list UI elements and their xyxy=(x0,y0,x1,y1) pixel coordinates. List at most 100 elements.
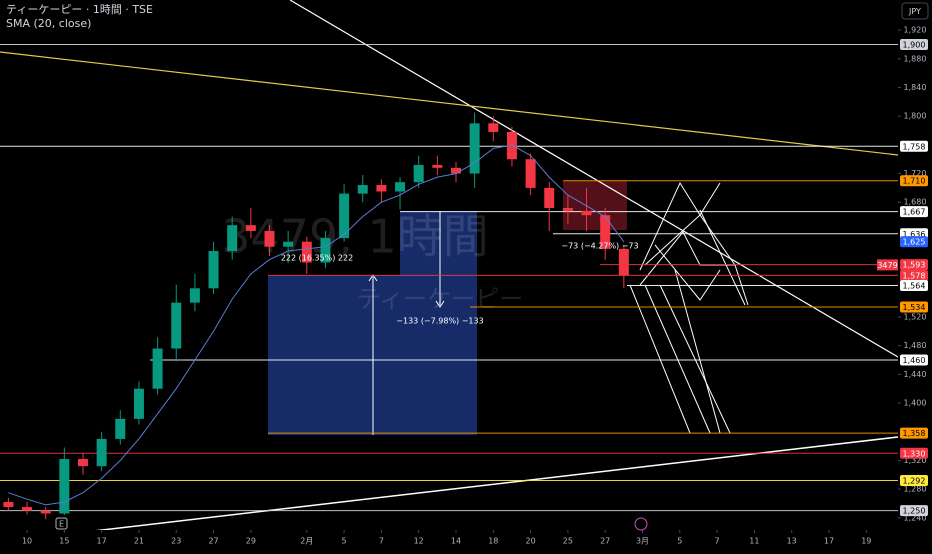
candle-body xyxy=(40,510,51,514)
levels xyxy=(0,43,898,512)
y-tick-label: 1,680 xyxy=(904,198,927,207)
x-tick-label: 13 xyxy=(787,537,797,546)
price-label-bg xyxy=(900,354,928,366)
price-label-bg xyxy=(900,259,928,271)
measure-box xyxy=(400,211,477,275)
y-tick-label: 1,800 xyxy=(904,112,927,121)
x-tick-label: 10 xyxy=(22,537,32,546)
trend-line xyxy=(289,0,899,358)
candle-body xyxy=(208,251,219,289)
annotation: −73 (−4.27%) −73 xyxy=(561,242,638,251)
price-label: 1,292 xyxy=(903,477,926,486)
candle-body xyxy=(395,182,406,192)
time-axis xyxy=(0,530,898,550)
x-tick-label: 27 xyxy=(600,537,610,546)
price-label: 1,578 xyxy=(903,271,926,280)
candle-body xyxy=(525,159,536,188)
candle-body xyxy=(152,348,163,389)
price-label: 1,564 xyxy=(903,281,926,290)
price-label: 1,250 xyxy=(903,507,926,516)
candle-body xyxy=(3,502,14,508)
annotation: 222 (16.35%) 222 xyxy=(281,254,353,263)
y-tick-label: 1,400 xyxy=(904,399,927,408)
candle-body xyxy=(227,225,238,252)
price-label-bg xyxy=(900,38,928,50)
x-tick-label: 7 xyxy=(715,537,720,546)
candle-body xyxy=(283,241,294,247)
price-label-bg xyxy=(900,505,928,517)
earnings-marker-icon[interactable]: E xyxy=(59,520,64,529)
event-marker[interactable] xyxy=(634,517,648,531)
y-tick-label: 1,880 xyxy=(904,54,927,63)
sma-line xyxy=(8,144,625,506)
price-label-bg xyxy=(900,206,928,218)
price-label: 1,900 xyxy=(903,40,926,49)
price-label: 1,593 xyxy=(903,261,926,270)
candle-body xyxy=(115,418,126,439)
candle-body xyxy=(450,167,461,174)
x-tick-label: 18 xyxy=(488,537,498,546)
x-tick-label: 14 xyxy=(451,537,461,546)
x-tick-label: 2月 xyxy=(300,537,313,546)
currency[interactable]: JPY xyxy=(908,7,921,16)
y-tick-label: 1,240 xyxy=(904,513,927,522)
candle-body xyxy=(133,388,144,419)
earnings-marker[interactable] xyxy=(55,517,68,530)
y-tick-label: 1,520 xyxy=(904,312,927,321)
candle-body xyxy=(469,123,480,174)
y-tick-label: 1,440 xyxy=(904,370,927,379)
candle-body xyxy=(432,164,443,168)
watermark: ティーケーピー xyxy=(357,285,524,313)
measure-arrow xyxy=(435,300,445,308)
x-tick-label: 17 xyxy=(97,537,107,546)
x-tick-label: 19 xyxy=(861,537,871,546)
price-label-bg xyxy=(900,175,928,187)
price-label: 1,330 xyxy=(903,449,926,458)
indicator-label: SMA (20, close) xyxy=(6,17,91,30)
x-tick-label: 11 xyxy=(749,537,759,546)
candle-body xyxy=(562,207,573,211)
x-tick-label: 20 xyxy=(526,537,536,546)
price-label-bg xyxy=(900,475,928,487)
x-tick-label: 29 xyxy=(246,537,256,546)
candle-body xyxy=(339,193,350,239)
currency-button[interactable] xyxy=(901,2,929,20)
candle-body xyxy=(506,131,517,160)
price-label: 1,710 xyxy=(903,177,926,186)
candle-body xyxy=(600,215,611,249)
plot xyxy=(3,112,629,520)
chart-title: ティーケーピー · 1時間 · TSE xyxy=(6,3,153,16)
candle-body xyxy=(301,241,312,263)
y-tick-label: 1,320 xyxy=(904,456,927,465)
candle-body xyxy=(171,302,182,349)
price-label: 1,625 xyxy=(903,238,926,247)
y-tick-label: 1,920 xyxy=(904,26,927,35)
x-tick-label: 5 xyxy=(677,537,682,546)
y-tick-label: 1,840 xyxy=(904,83,927,92)
x-tick-label: 15 xyxy=(59,537,69,546)
x-tick-label: 17 xyxy=(824,537,834,546)
x-tick-label: 23 xyxy=(171,537,181,546)
y-tick-label: 1,720 xyxy=(904,169,927,178)
measure-box xyxy=(563,181,627,230)
candle-body xyxy=(189,288,200,303)
candle-body xyxy=(544,187,555,208)
price-label-bg xyxy=(900,269,928,281)
price-label: 1,534 xyxy=(903,303,926,312)
y-tick-label: 1,480 xyxy=(904,341,927,350)
candle-body xyxy=(245,225,256,231)
watermark: 3479, 1時間 xyxy=(221,210,489,264)
price-label-bg xyxy=(900,427,928,439)
candle-body xyxy=(413,164,424,183)
symbol-tag: 3479 xyxy=(877,261,897,270)
candle-body xyxy=(488,123,499,132)
candle-body xyxy=(77,458,88,467)
trend-line xyxy=(0,51,899,156)
candle-body xyxy=(320,238,331,263)
x-tick-label: 25 xyxy=(563,537,573,546)
x-tick-label: 7 xyxy=(379,537,384,546)
price-label-bg xyxy=(900,447,928,459)
candle-body xyxy=(357,185,368,194)
